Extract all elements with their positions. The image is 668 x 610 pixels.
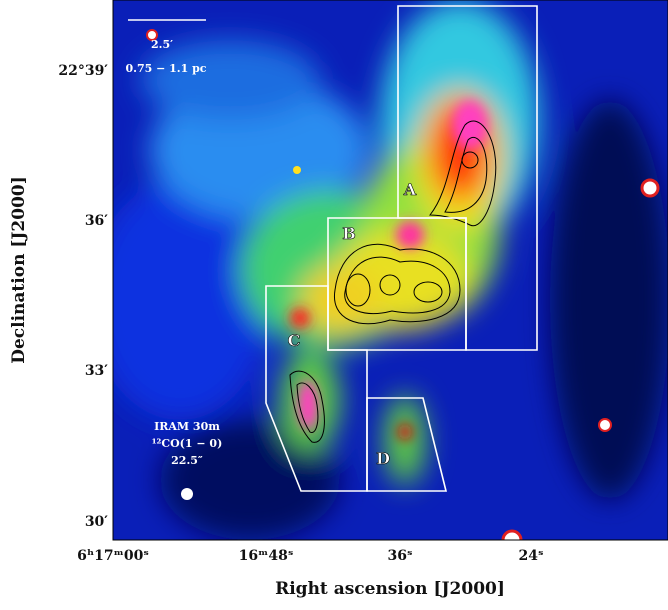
region-label: B: [342, 224, 356, 243]
scale-physical: 0.75 − 1.1 pc: [125, 62, 206, 75]
telescope-label: IRAM 30m: [154, 420, 220, 433]
contours: [289, 120, 497, 443]
x-tick-label: 16ᵐ48ˢ: [239, 548, 294, 564]
x-tick-label: 36ˢ: [387, 548, 412, 564]
region-label: C: [288, 331, 301, 350]
scale-label: 2.5′: [151, 38, 173, 51]
y-tick-label: 30′: [85, 514, 108, 530]
y-tick-label: 36′: [85, 213, 108, 229]
region-boxes: [265, 5, 538, 492]
beam-label: 22.5″: [171, 454, 203, 467]
y-tick-label: 22°39′: [58, 63, 108, 79]
x-tick-label: 24ˢ: [518, 548, 543, 564]
region-label: D: [376, 449, 390, 468]
x-axis-title: Right ascension [J2000]: [275, 579, 505, 599]
beam-marker: [181, 488, 193, 500]
sky-map: [113, 0, 668, 540]
region-label: A: [403, 180, 417, 199]
y-axis-title: Declination [J2000]: [9, 176, 29, 364]
line-label: ¹²CO(1 − 0): [152, 437, 223, 450]
x-tick-label: 6ʰ17ᵐ00ˢ: [77, 548, 149, 564]
y-tick-label: 33′: [85, 363, 108, 379]
frame: [112, 0, 668, 541]
